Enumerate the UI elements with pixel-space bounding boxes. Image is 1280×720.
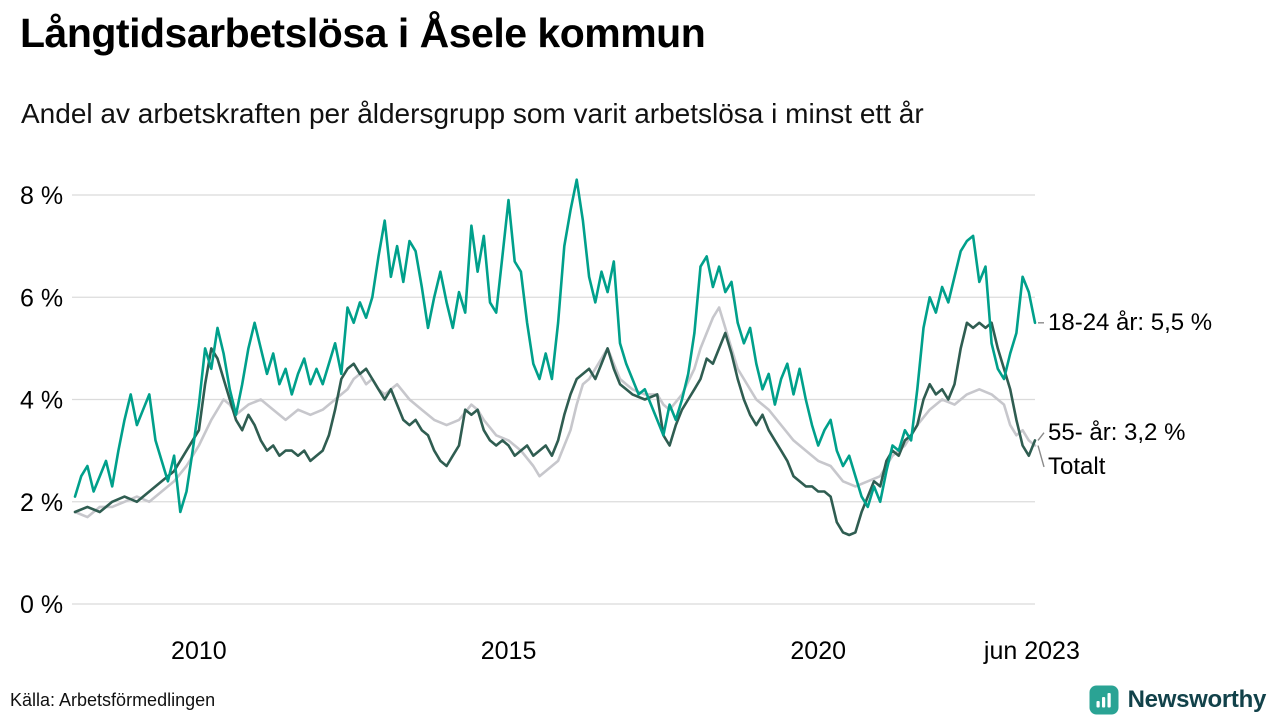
page-title: Långtidsarbetslösa i Åsele kommun	[20, 10, 706, 56]
svg-text:4 %: 4 %	[20, 387, 63, 415]
newsworthy-wordmark: Newsworthy	[1127, 686, 1267, 713]
chart-subtitle: Andel av arbetskraften per åldersgrupp s…	[21, 98, 924, 129]
end-label-1: 55- år: 3,2 %	[1048, 418, 1186, 446]
svg-text:0 %: 0 %	[20, 591, 63, 619]
svg-text:6 %: 6 %	[20, 284, 63, 312]
newsworthy-logo: Newsworthy	[1089, 685, 1266, 715]
svg-text:2020: 2020	[790, 637, 846, 665]
svg-text:2015: 2015	[481, 637, 537, 665]
source-attribution: Källa: Arbetsförmedlingen	[10, 690, 216, 710]
end-label-2: Totalt	[1048, 452, 1106, 480]
svg-text:jun 2023: jun 2023	[983, 637, 1080, 665]
end-label-0: 18-24 år: 5,5 %	[1048, 308, 1213, 336]
svg-text:2010: 2010	[171, 637, 227, 665]
newsworthy-bar-chart-icon	[1089, 685, 1119, 715]
svg-text:2 %: 2 %	[20, 489, 63, 517]
svg-text:8 %: 8 %	[20, 182, 63, 210]
